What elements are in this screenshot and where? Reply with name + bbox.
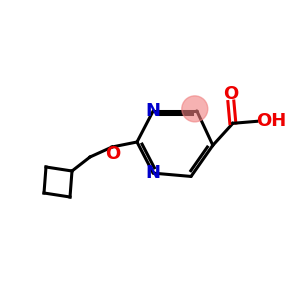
Text: N: N (146, 102, 161, 120)
Text: OH: OH (256, 112, 286, 130)
Text: O: O (105, 145, 121, 163)
Circle shape (182, 96, 208, 122)
Text: O: O (223, 85, 238, 103)
Text: N: N (146, 164, 161, 182)
